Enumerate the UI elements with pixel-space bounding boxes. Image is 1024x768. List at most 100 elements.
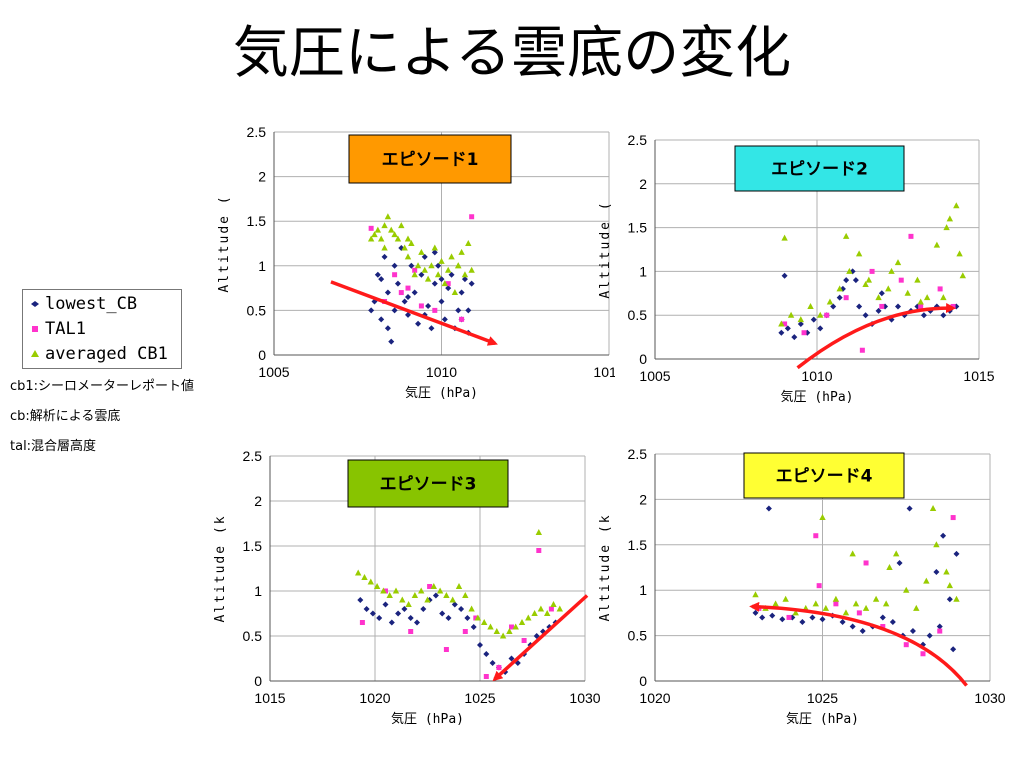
data-point-averaged-cb1 bbox=[817, 311, 824, 318]
x-tick-label: 1015 bbox=[593, 364, 615, 380]
y-tick-label: 0.5 bbox=[628, 307, 648, 323]
data-point-tal1 bbox=[392, 272, 398, 278]
trend-arrow bbox=[796, 303, 957, 370]
data-point-averaged-cb1 bbox=[525, 614, 532, 621]
chart-episode-2: 0 0.5 1 1.5 2 2.5 1005 1010 1015 気圧 (hPa) Altitude… bbox=[598, 132, 995, 405]
chart-episode-3: 0 0.5 1 1.5 2 2.5 1015 1020 1025 1030 気圧 (hPa) Alti… bbox=[213, 448, 601, 727]
x-tick-label: 1020 bbox=[639, 690, 670, 706]
diamond-marker-icon bbox=[31, 301, 39, 307]
data-point-lowest-cb bbox=[368, 307, 375, 314]
data-point-averaged-cb1 bbox=[441, 280, 449, 287]
data-point-lowest-cb bbox=[405, 311, 411, 318]
x-tick-label: 1025 bbox=[807, 690, 838, 706]
data-point-averaged-cb1 bbox=[421, 266, 428, 273]
data-point-lowest-cb bbox=[784, 325, 791, 332]
data-point-averaged-cb1 bbox=[512, 623, 519, 630]
data-point-tal1 bbox=[903, 642, 909, 648]
y-axis-label: Altitude ( bbox=[217, 194, 232, 292]
data-point-lowest-cb bbox=[401, 606, 408, 612]
y-tick-label: 2.5 bbox=[628, 132, 648, 148]
data-point-averaged-cb1 bbox=[917, 298, 924, 305]
x-axis-label: 気圧 (hPa) bbox=[405, 385, 478, 401]
data-point-averaged-cb1 bbox=[865, 276, 873, 283]
data-point-lowest-cb bbox=[946, 596, 953, 603]
legend-label: lowest_CB bbox=[45, 294, 138, 314]
data-point-averaged-cb1 bbox=[431, 244, 438, 251]
data-point-lowest-cb bbox=[909, 628, 916, 635]
data-point-averaged-cb1 bbox=[493, 628, 500, 634]
data-point-lowest-cb bbox=[391, 262, 398, 269]
y-tick-label: 1 bbox=[254, 583, 262, 599]
x-tick-label: 1025 bbox=[464, 690, 495, 706]
data-point-averaged-cb1 bbox=[414, 262, 422, 269]
data-point-lowest-cb bbox=[431, 280, 438, 287]
data-point-averaged-cb1 bbox=[465, 240, 472, 246]
data-point-averaged-cb1 bbox=[468, 266, 475, 273]
data-point-tal1 bbox=[801, 330, 807, 336]
data-point-averaged-cb1 bbox=[361, 574, 368, 580]
data-point-averaged-cb1 bbox=[787, 311, 795, 318]
data-point-averaged-cb1 bbox=[782, 595, 789, 602]
y-tick-label: 0.5 bbox=[628, 628, 648, 644]
data-point-tal1 bbox=[782, 321, 788, 327]
data-point-averaged-cb1 bbox=[752, 591, 759, 598]
data-point-lowest-cb bbox=[849, 623, 856, 630]
data-point-averaged-cb1 bbox=[474, 614, 482, 621]
data-point-averaged-cb1 bbox=[388, 226, 395, 233]
y-axis-label: Altitude (k bbox=[598, 513, 613, 621]
y-tick-label: 2 bbox=[639, 491, 647, 507]
data-point-lowest-cb bbox=[933, 569, 940, 576]
trend-arrow bbox=[749, 601, 968, 687]
y-tick-label: 0 bbox=[639, 351, 647, 367]
y-axis-label: Altitude (k bbox=[213, 514, 228, 622]
data-point-lowest-cb bbox=[765, 505, 772, 512]
data-point-averaged-cb1 bbox=[428, 262, 435, 269]
data-point-lowest-cb bbox=[470, 624, 477, 630]
data-point-averaged-cb1 bbox=[445, 266, 452, 273]
data-point-averaged-cb1 bbox=[451, 289, 459, 296]
data-point-lowest-cb bbox=[441, 316, 448, 323]
y-tick-label: 2.5 bbox=[247, 124, 267, 140]
x-tick-label: 1010 bbox=[801, 368, 832, 384]
data-point-averaged-cb1 bbox=[953, 595, 960, 602]
trend-arrow bbox=[330, 280, 498, 346]
data-point-averaged-cb1 bbox=[855, 250, 863, 257]
data-point-tal1 bbox=[408, 629, 414, 634]
data-point-lowest-cb bbox=[875, 307, 882, 314]
data-point-lowest-cb bbox=[391, 307, 398, 314]
data-point-averaged-cb1 bbox=[384, 213, 392, 220]
data-point-averaged-cb1 bbox=[411, 592, 419, 598]
legend-item-tal1: TAL1 bbox=[23, 316, 179, 342]
data-point-averaged-cb1 bbox=[418, 248, 425, 255]
data-point-lowest-cb bbox=[879, 614, 886, 621]
data-point-tal1 bbox=[908, 233, 914, 239]
x-axis-label: 気圧 (hPa) bbox=[781, 389, 854, 405]
data-point-lowest-cb bbox=[852, 277, 859, 284]
data-point-averaged-cb1 bbox=[424, 275, 432, 282]
data-point-lowest-cb bbox=[839, 618, 846, 625]
data-point-lowest-cb bbox=[414, 619, 420, 626]
data-point-averaged-cb1 bbox=[872, 595, 880, 602]
data-point-tal1 bbox=[469, 214, 475, 220]
data-point-averaged-cb1 bbox=[849, 550, 856, 557]
data-point-averaged-cb1 bbox=[487, 623, 494, 630]
data-point-lowest-cb bbox=[439, 610, 446, 617]
legend: lowest_CB TAL1 averaged CB1 bbox=[22, 289, 182, 369]
data-point-tal1 bbox=[445, 281, 451, 287]
data-point-lowest-cb bbox=[371, 298, 378, 305]
data-point-averaged-cb1 bbox=[807, 302, 814, 309]
data-point-lowest-cb bbox=[464, 615, 471, 621]
data-point-averaged-cb1 bbox=[386, 592, 393, 598]
data-point-lowest-cb bbox=[862, 312, 869, 319]
data-point-lowest-cb bbox=[778, 329, 785, 336]
data-point-lowest-cb bbox=[388, 338, 395, 345]
data-point-tal1 bbox=[383, 588, 388, 594]
data-point-averaged-cb1 bbox=[893, 550, 900, 557]
x-tick-label: 1030 bbox=[974, 690, 1005, 706]
data-point-tal1 bbox=[473, 615, 479, 621]
legend-item-averaged: averaged CB1 bbox=[23, 341, 179, 367]
data-point-averaged-cb1 bbox=[398, 222, 405, 229]
data-point-averaged-cb1 bbox=[411, 271, 418, 278]
data-point-averaged-cb1 bbox=[772, 600, 779, 607]
data-point-lowest-cb bbox=[817, 325, 824, 332]
